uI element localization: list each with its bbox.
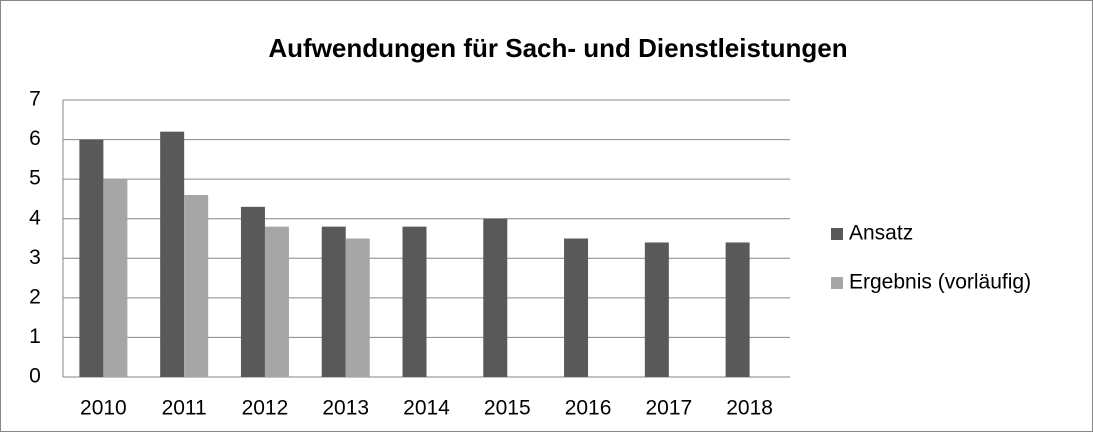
x-tick-label: 2018	[726, 397, 773, 420]
y-tick-label: 1	[29, 325, 41, 348]
bar	[725, 242, 750, 377]
bar	[321, 226, 346, 377]
y-tick-label: 5	[29, 167, 41, 190]
x-tick-label: 2012	[242, 397, 289, 420]
x-tick-label: 2013	[322, 397, 369, 420]
y-tick-label: 4	[29, 206, 41, 229]
x-tick-label: 2014	[403, 397, 450, 420]
x-tick-label: 2015	[484, 397, 531, 420]
bar	[79, 139, 104, 377]
bar	[564, 238, 589, 377]
bar	[345, 238, 370, 377]
bar	[264, 226, 289, 377]
legend-label: Ergebnis (vorläufig)	[849, 271, 1031, 294]
x-tick-label: 2017	[645, 397, 692, 420]
y-tick-label: 3	[29, 246, 41, 269]
bar	[483, 218, 508, 377]
y-tick-label: 0	[29, 365, 41, 388]
bar	[402, 226, 427, 377]
x-tick-label: 2010	[80, 397, 127, 420]
y-tick-label: 7	[29, 88, 41, 111]
y-tick-label: 2	[29, 285, 41, 308]
bar	[160, 131, 185, 377]
legend-swatch	[831, 228, 843, 240]
y-tick-label: 6	[29, 127, 41, 150]
x-tick-label: 2016	[565, 397, 612, 420]
bar	[644, 242, 669, 377]
legend-label: Ansatz	[849, 222, 913, 245]
bar	[103, 179, 128, 377]
bar	[184, 194, 209, 377]
bar	[240, 206, 265, 377]
legend-swatch	[831, 277, 843, 289]
x-tick-label: 2011	[162, 397, 207, 420]
chart-title: Aufwendungen für Sach- und Dienstleistun…	[268, 33, 847, 63]
